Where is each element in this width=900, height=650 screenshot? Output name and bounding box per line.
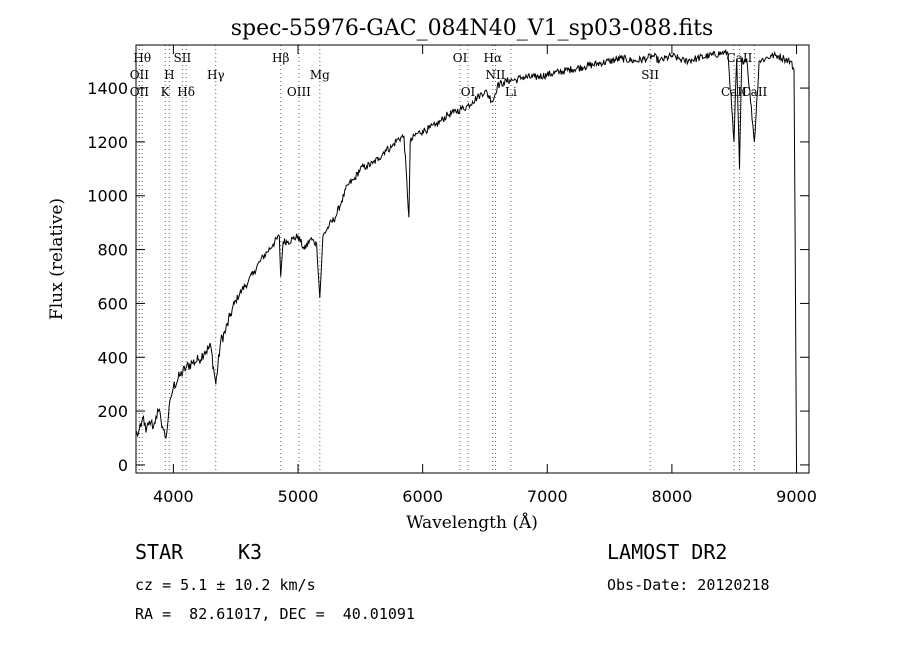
spectral-line-label: Hγ bbox=[207, 68, 225, 82]
spectral-line-label: OII bbox=[130, 68, 150, 82]
y-axis-label: Flux (relative) bbox=[47, 198, 67, 320]
survey-name: LAMOST DR2 bbox=[607, 540, 728, 564]
object-class: STAR bbox=[135, 540, 184, 564]
y-tick-label: 200 bbox=[97, 402, 128, 421]
spectral-line-label: K bbox=[161, 85, 171, 99]
y-axis: 0 200 400 600 800 1000 1200 1400 bbox=[87, 79, 809, 475]
spectral-line-label: Hα bbox=[484, 51, 503, 65]
spectrum-series-line bbox=[135, 49, 797, 465]
x-axis-label: Wavelength (Å) bbox=[406, 512, 538, 533]
x-axis: 4000 5000 6000 7000 8000 9000 bbox=[153, 45, 817, 506]
x-tick-label: 6000 bbox=[402, 487, 443, 506]
spectral-line-label: H bbox=[164, 68, 174, 82]
y-tick-label: 400 bbox=[97, 348, 128, 367]
x-tick-label: 8000 bbox=[652, 487, 693, 506]
y-tick-label: 800 bbox=[97, 241, 128, 260]
y-tick-label: 0 bbox=[118, 456, 128, 475]
spectral-line-label: OI bbox=[461, 85, 476, 99]
y-tick-label: 1000 bbox=[87, 187, 128, 206]
spectral-line-label: OII bbox=[130, 85, 150, 99]
object-subclass: K3 bbox=[238, 540, 263, 564]
sky-coordinates: RA = 82.61017, DEC = 40.01091 bbox=[135, 605, 415, 623]
spectral-line-label: Hθ bbox=[133, 51, 151, 65]
plot-frame bbox=[135, 44, 810, 474]
spectral-line-label: CaII bbox=[721, 85, 747, 99]
spectral-line-markers bbox=[138, 45, 755, 473]
x-tick-label: 4000 bbox=[153, 487, 194, 506]
spectral-line-label: CaII bbox=[741, 85, 767, 99]
chart-title: spec-55976-GAC_084N40_V1_sp03-088.fits bbox=[231, 16, 714, 41]
spectral-line-label: Mg bbox=[310, 68, 330, 82]
spectral-line-label: CaII bbox=[727, 51, 753, 65]
spectral-line-label: OI bbox=[453, 51, 468, 65]
spectral-line-label: SII bbox=[641, 68, 659, 82]
spectral-line-label: SII bbox=[174, 51, 192, 65]
y-tick-label: 600 bbox=[97, 294, 128, 313]
spectral-line-label: Hδ bbox=[177, 85, 195, 99]
x-tick-label: 5000 bbox=[278, 487, 319, 506]
y-tick-label: 1200 bbox=[87, 133, 128, 152]
redshift-velocity: cz = 5.1 ± 10.2 km/s bbox=[135, 576, 316, 594]
observation-date: Obs-Date: 20120218 bbox=[607, 576, 770, 594]
spectral-line-label: NII bbox=[485, 68, 505, 82]
y-tick-label: 1400 bbox=[87, 79, 128, 98]
spectral-line-label: Hβ bbox=[272, 51, 289, 65]
spectral-line-label: OIII bbox=[287, 85, 311, 99]
x-tick-label: 9000 bbox=[776, 487, 817, 506]
spectral-line-label: Li bbox=[505, 85, 517, 99]
x-tick-label: 7000 bbox=[527, 487, 568, 506]
